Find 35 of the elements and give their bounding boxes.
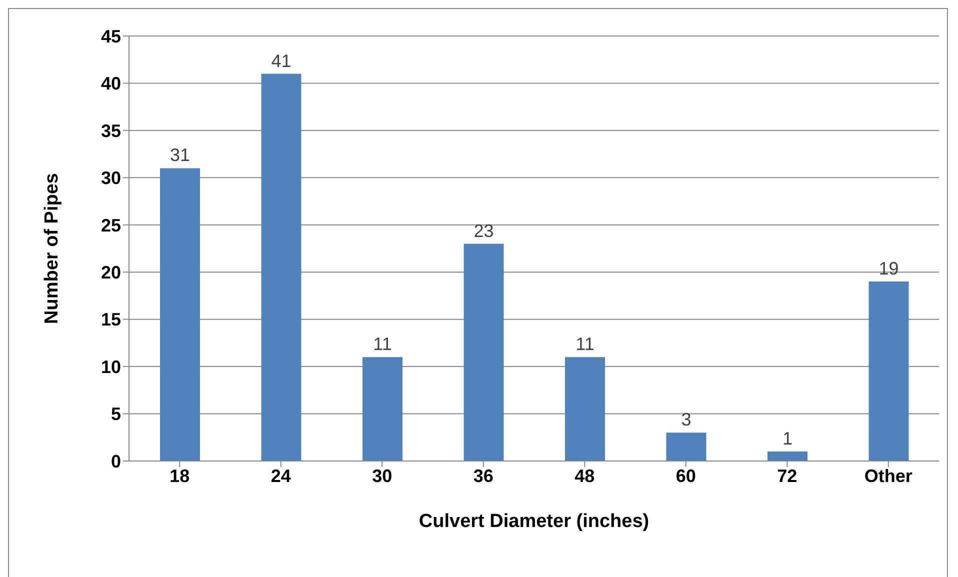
bar <box>160 168 200 461</box>
bar <box>768 452 808 461</box>
x-axis-title: Culvert Diameter (inches) <box>418 511 650 532</box>
bar <box>464 244 504 461</box>
y-tick-label: 45 <box>100 26 121 46</box>
x-tick-label: 48 <box>574 466 595 486</box>
y-axis-title: Number of Pipes <box>42 173 63 324</box>
data-label: 11 <box>576 334 594 354</box>
data-label: 23 <box>474 220 494 241</box>
bar <box>666 432 706 461</box>
y-tick-label: 35 <box>100 120 121 141</box>
y-tick-label: 20 <box>100 262 121 282</box>
y-tick-label: 5 <box>110 404 121 424</box>
x-tick-label: 60 <box>676 466 696 486</box>
x-tick-label: 30 <box>372 466 392 486</box>
x-tick-label: Other <box>864 466 912 486</box>
y-tick-label: 0 <box>110 451 121 472</box>
data-label: 3 <box>681 410 692 430</box>
y-tick-label: 15 <box>100 310 121 330</box>
x-tick-label: 72 <box>777 466 798 486</box>
data-label: 41 <box>271 50 292 71</box>
x-tick-label: 24 <box>270 466 291 486</box>
data-label: 1 <box>782 428 793 449</box>
y-tick-label: 25 <box>100 215 121 236</box>
data-label: 31 <box>170 145 190 166</box>
data-label: 11 <box>373 334 392 354</box>
bar <box>868 282 909 461</box>
x-tick-label: 18 <box>170 466 190 486</box>
x-tick-label: 36 <box>473 466 494 486</box>
y-tick-label: 40 <box>100 74 121 94</box>
bar <box>261 74 302 461</box>
bar <box>565 357 605 461</box>
y-tick-label: 10 <box>100 356 121 377</box>
y-tick-label: 30 <box>100 168 121 188</box>
bar <box>362 357 402 461</box>
